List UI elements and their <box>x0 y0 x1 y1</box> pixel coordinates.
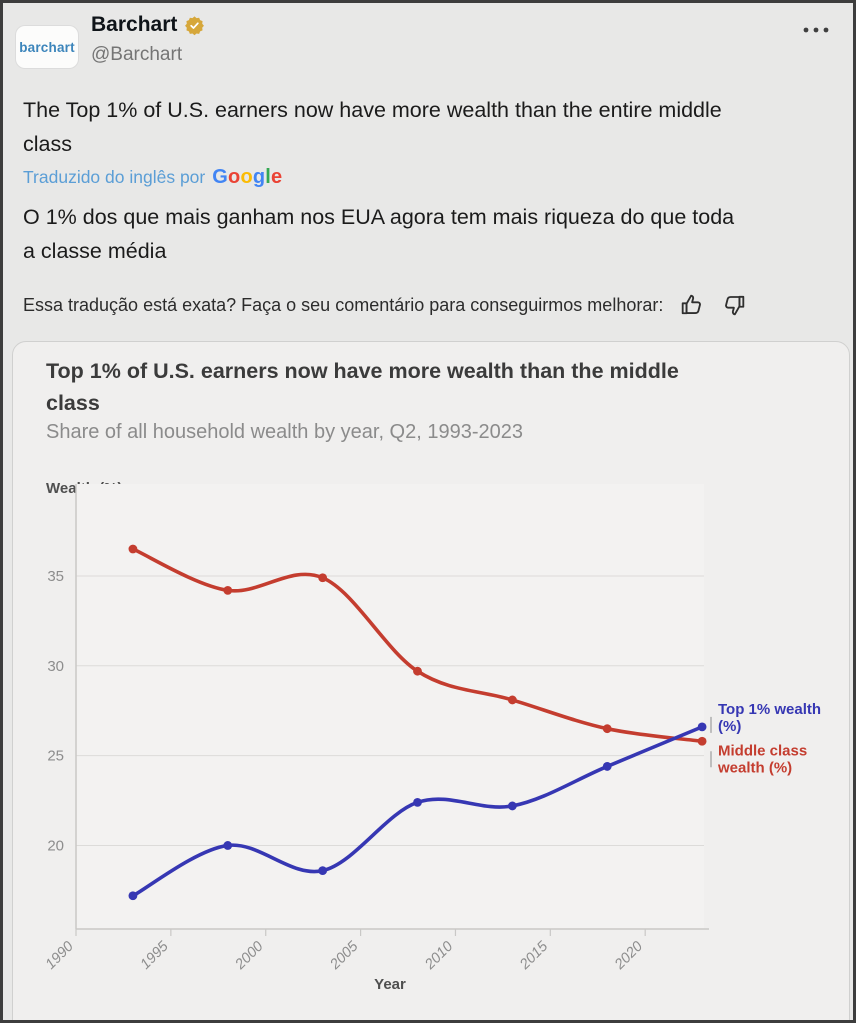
translation-credit: Traduzido do inglês por Google <box>23 166 282 189</box>
translated-text: O 1% dos que mais ganham nos EUA agora t… <box>23 205 735 263</box>
avatar[interactable]: barchart <box>16 26 78 68</box>
google-logo-letter: G <box>212 166 229 188</box>
google-logo: Google <box>212 166 282 189</box>
point-top-1-wealth <box>602 762 612 771</box>
chart-card[interactable]: Top 1% of U.S. earners now have more wea… <box>12 341 850 1020</box>
point-middle-class-wealth <box>318 573 328 583</box>
google-logo-letter: e <box>271 166 283 188</box>
plot-area <box>76 484 704 929</box>
thumbs-up-icon <box>682 294 702 315</box>
thumbs-down-icon <box>725 295 745 316</box>
verified-badge-icon <box>184 15 205 36</box>
point-top-1-wealth <box>507 801 517 811</box>
x-tick-label: 1990 <box>43 939 77 973</box>
more-options-button[interactable] <box>801 19 835 41</box>
series-label: Middle class wealth (%) <box>717 742 807 776</box>
tweet-text: The Top 1% of U.S. earners now have more… <box>23 98 722 156</box>
google-logo-letter: o <box>228 166 241 188</box>
thumbs-down-button[interactable] <box>721 292 747 318</box>
x-tick-label: 2015 <box>516 938 551 973</box>
x-tick-label: 1995 <box>138 938 173 973</box>
point-top-1-wealth <box>413 797 422 807</box>
point-middle-class-wealth <box>507 695 517 705</box>
point-top-1-wealth <box>318 866 328 876</box>
y-tick-label: 20 <box>47 837 64 854</box>
point-top-1-wealth <box>697 722 707 732</box>
point-middle-class-wealth <box>413 666 422 676</box>
point-middle-class-wealth <box>128 544 138 554</box>
y-tick-label: 35 <box>47 568 64 585</box>
google-logo-letter: o <box>240 166 253 188</box>
wealth-chart: 20 25 30 35 1990 1995 2000 2005 2010 2015 2020 Year… <box>13 459 850 1020</box>
x-axis-label: Year <box>374 976 406 993</box>
google-logo-letter: g <box>252 166 266 188</box>
x-tick-label: 2010 <box>421 939 456 974</box>
point-middle-class-wealth <box>602 724 612 734</box>
x-tick-label: 2005 <box>327 938 362 973</box>
x-tick-label: 2020 <box>611 939 646 974</box>
ellipsis-icon <box>803 27 829 33</box>
chart-title: Top 1% of U.S. earners now have more wea… <box>46 359 679 415</box>
series-label: Top 1% wealth (%) <box>718 701 821 735</box>
chart-subtitle: Share of all household wealth by year, Q… <box>46 421 523 443</box>
point-middle-class-wealth <box>697 736 707 746</box>
avatar-logo-text: barchart <box>19 39 75 55</box>
translation-credit-text: Traduzido do inglês por <box>23 167 206 187</box>
y-tick-label: 30 <box>47 658 64 675</box>
display-name[interactable]: Barchart <box>91 13 178 36</box>
point-middle-class-wealth <box>223 585 233 595</box>
y-tick-label: 25 <box>47 748 64 765</box>
feedback-prompt: Essa tradução está exata? Faça o seu com… <box>23 294 664 315</box>
thumbs-up-button[interactable] <box>679 292 705 318</box>
x-tick-label: 2000 <box>232 939 267 974</box>
point-top-1-wealth <box>223 841 233 850</box>
google-logo-letter: l <box>265 166 272 188</box>
user-handle: @Barchart <box>91 44 183 65</box>
point-top-1-wealth <box>128 891 138 901</box>
